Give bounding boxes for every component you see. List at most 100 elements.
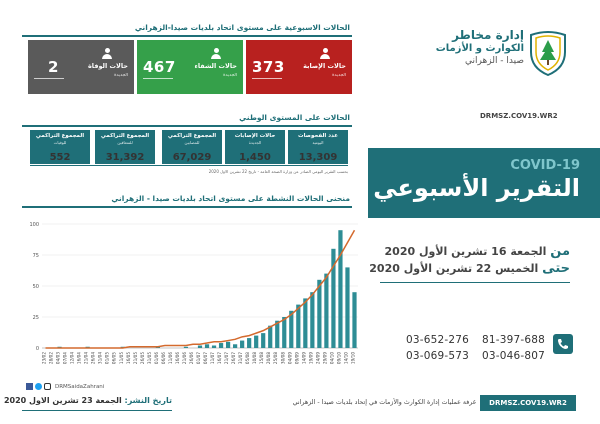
deaths-sub: الجديدة xyxy=(114,73,128,78)
date-divider xyxy=(380,282,570,283)
data-bar xyxy=(352,292,357,348)
twitter-icon[interactable] xyxy=(35,383,42,390)
data-bar xyxy=(345,267,350,348)
x-tick-label: 28/02 xyxy=(49,352,54,364)
national-deaths-value: 552 xyxy=(49,152,71,163)
x-tick-label: 31/05 xyxy=(147,352,152,364)
data-bar xyxy=(282,317,287,348)
recoveries-value: 467 xyxy=(143,58,176,76)
footer-url-box: DRMSZ.COV19.WR2 xyxy=(480,395,576,411)
national-source: بحسب التقرير اليومي الصادر عن وزارة الصح… xyxy=(208,169,348,174)
card-recoveries: 467 حالات الشفاء الجديدة xyxy=(137,40,243,94)
x-tick-label: 31/04 xyxy=(98,352,103,364)
y-tick-label: 75 xyxy=(33,253,39,259)
footer-url[interactable]: DRMSZ.COV19.WR2 xyxy=(489,399,567,407)
social-icons: DRMSaidaZahrani xyxy=(26,383,104,390)
x-tick-label: 19/09 xyxy=(308,352,313,364)
weekly-title: الحالات الاسبوعية على مستوى اتحاد بلديات… xyxy=(22,23,352,37)
x-tick-label: 07/04 xyxy=(63,352,68,364)
footer-text: غرفة عمليات إدارة الكوارث والأزمات في إت… xyxy=(292,399,476,406)
org-line1: إدارة مخاطر xyxy=(452,28,524,42)
x-tick-label: 21/04 xyxy=(84,352,89,364)
x-tick-label: 25/08 xyxy=(273,352,278,364)
publish-label: تاريخ النشر: xyxy=(124,396,173,405)
date-to: حتى الخميس 22 تشرين الأول 2020 xyxy=(369,260,570,278)
data-bar xyxy=(247,338,252,348)
data-bar xyxy=(261,333,266,348)
data-bar xyxy=(183,346,189,348)
facebook-icon[interactable] xyxy=(26,383,33,390)
data-bar xyxy=(225,341,231,348)
data-bar xyxy=(338,230,343,348)
data-bar xyxy=(268,325,273,348)
title-banner: COVID-19 التقرير الأسبوعي xyxy=(368,148,600,218)
data-bar xyxy=(233,344,238,348)
instagram-icon[interactable] xyxy=(44,383,51,390)
x-tick-label: 06/05 xyxy=(112,352,117,364)
x-tick-label: 24/09 xyxy=(315,352,320,364)
x-tick-label: 16/04 xyxy=(77,352,82,364)
phone-4[interactable]: 03-069-573 xyxy=(406,350,470,362)
x-tick-label: 10/08 xyxy=(252,352,257,364)
x-tick-label: 11/06 xyxy=(168,352,173,364)
from-word: من xyxy=(550,244,570,259)
trend-line xyxy=(45,229,356,349)
x-tick-label: 11/05 xyxy=(119,352,124,364)
date-from: من الجمعة 16 تشرين الأول 2020 xyxy=(380,244,570,260)
person-icon xyxy=(102,48,112,59)
from-date: الجمعة 16 تشرين الأول 2020 xyxy=(384,245,547,258)
infections-value: 373 xyxy=(252,58,285,76)
national-recovered-value: 31,392 xyxy=(105,152,145,163)
org-line3: صيدا - الزهراني xyxy=(465,56,524,66)
ncard-label: حالات الإصابات xyxy=(234,133,276,139)
x-tick-label: 04/09 xyxy=(287,352,292,364)
phone-1[interactable]: 81-397-688 xyxy=(482,334,546,346)
to-word: حتى xyxy=(542,261,570,276)
x-tick-label: 16/05 xyxy=(126,352,131,364)
x-tick-label: 01/05 xyxy=(105,352,110,364)
data-bar xyxy=(240,340,245,348)
date-range: من الجمعة 16 تشرين الأول 2020 حتى الخميس… xyxy=(369,244,570,278)
x-tick-label: 14/10 xyxy=(343,352,348,364)
phone-icon xyxy=(553,334,573,354)
chart-title: منحنى الحالات النشطة على مستوى اتحاد بلد… xyxy=(22,194,352,208)
covid-label: COVID-19 xyxy=(510,158,580,173)
data-bar xyxy=(218,343,224,348)
data-bar xyxy=(204,344,210,348)
ncard-sub: للمصابين xyxy=(184,140,200,145)
national-tests-value: 13,309 xyxy=(298,152,338,163)
org-line2: الكوارث و الأزمات xyxy=(435,43,524,54)
x-tick-label: 04/10 xyxy=(329,352,334,364)
report-title: التقرير الأسبوعي xyxy=(373,174,580,202)
data-bar xyxy=(275,320,280,348)
recoveries-label: حالات الشفاء الجديدة xyxy=(195,62,238,80)
header-url: DRMSZ.COV19.WR2 xyxy=(480,112,558,120)
national-title: الحالات على المستوى الوطني xyxy=(22,113,352,127)
person-icon xyxy=(211,48,221,59)
x-tick-label: 12/04 xyxy=(70,352,75,364)
x-tick-label: 21/06 xyxy=(182,352,187,364)
ncard-sub: للوفيات xyxy=(53,140,67,145)
x-tick-label: 21/05 xyxy=(133,352,138,364)
x-tick-label: 01/07 xyxy=(196,352,201,364)
x-tick-label: 14/09 xyxy=(301,352,306,364)
phone-3[interactable]: 03-046-807 xyxy=(482,350,546,362)
data-bar xyxy=(331,248,336,348)
ncard-label: المجموع التراكمي xyxy=(100,133,150,139)
x-tick-label: 16/06 xyxy=(175,352,180,364)
x-tick-label: 06/06 xyxy=(161,352,166,364)
x-tick-label: 26/07 xyxy=(231,352,236,364)
card-divider xyxy=(143,78,173,79)
data-bar xyxy=(211,345,217,348)
publish-date: تاريخ النشر: الجمعة 23 تشرين الاول 2020 xyxy=(4,396,173,405)
social-handle[interactable]: DRMSaidaZahrani xyxy=(55,383,105,390)
national-card-total: المجموع التراكمي للمصابين xyxy=(162,130,222,164)
ncard-sub: اليومية xyxy=(312,140,324,145)
recoveries-label-text: حالات الشفاء xyxy=(194,62,238,70)
x-tick-label: 16/07 xyxy=(217,352,222,364)
x-tick-label: 26/06 xyxy=(189,352,194,364)
to-date: الخميس 22 تشرين الأول 2020 xyxy=(369,262,539,275)
phone-2[interactable]: 03-652-276 xyxy=(406,334,470,346)
deaths-value: 2 xyxy=(48,58,59,76)
ncard-label: المجموع التراكمي xyxy=(167,133,217,139)
